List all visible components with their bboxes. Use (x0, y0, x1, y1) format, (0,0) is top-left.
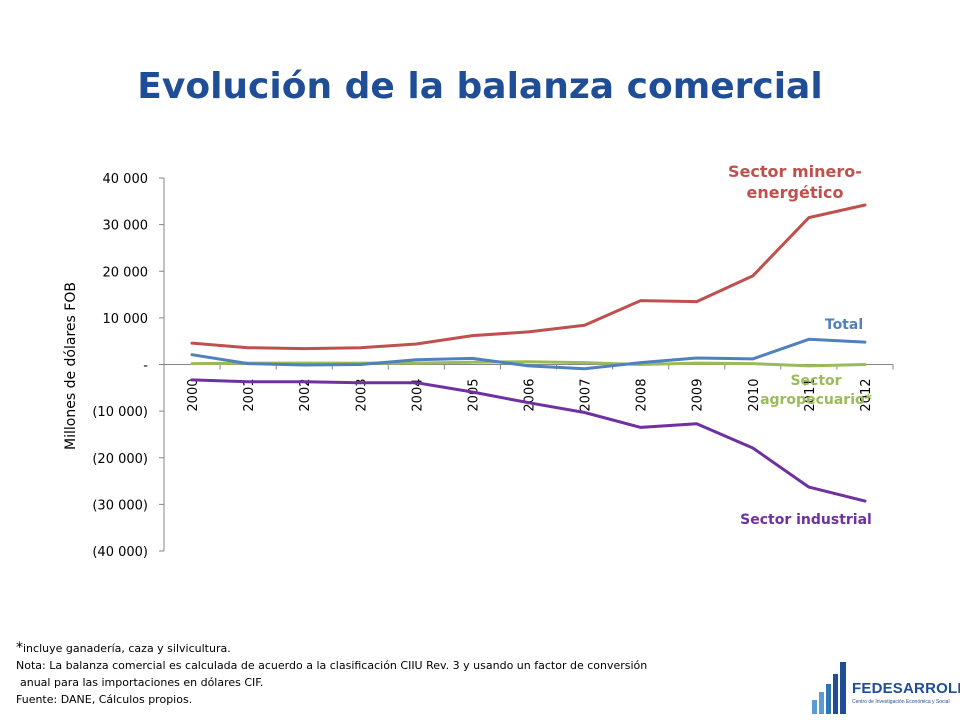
y-tick-label: 40 000 (103, 172, 149, 187)
footnote-note: Nota: La balanza comercial es calculada … (16, 659, 648, 672)
series-line (190, 337, 867, 371)
y-tick-label: 10 000 (103, 312, 149, 327)
series-line (190, 378, 867, 503)
footnote-source: Fuente: DANE, Cálculos propios. (16, 693, 193, 706)
series-label: Total (825, 317, 863, 333)
x-tick-label: 2011 (803, 379, 818, 412)
y-tick-label: - (143, 359, 148, 374)
x-tick-label: 2009 (691, 379, 706, 412)
series-label: Sector agropecuario* (760, 373, 873, 408)
x-tick-label: 2003 (354, 379, 369, 412)
x-tick-label: 2012 (859, 379, 874, 412)
logo-name: FEDESARROLLO (852, 680, 960, 697)
y-tick-labels: 40 000 30 000 20 000 10 000 - (10 000) (20 000… (92, 172, 148, 560)
logo-bars-icon (812, 662, 846, 714)
y-tick-label: 20 000 (103, 265, 149, 280)
x-tick-label: 2006 (523, 379, 538, 412)
page-title: Evolución de la balanza comercial (137, 66, 823, 107)
x-tick-label: 2004 (410, 379, 425, 412)
y-axis-label: Millones de dólares FOB (63, 282, 79, 450)
footnote-agro: *incluye ganadería, caza y silvicultura. (16, 640, 776, 657)
y-tick-label: (40 000) (92, 545, 148, 560)
x-tick-label: 2008 (635, 379, 650, 412)
footnote-agro-text: incluye ganadería, caza y silvicultura. (23, 642, 231, 655)
line-chart: 40 000 30 000 20 000 10 000 - (10 000) (20 000… (63, 162, 894, 560)
x-tick-label: 2000 (186, 379, 201, 412)
x-tick-label: 2007 (579, 379, 594, 412)
y-tick-label: (30 000) (92, 498, 148, 513)
x-tick-label: 2001 (242, 379, 257, 412)
fedesarrollo-logo: FEDESARROLLO Centro de Investigación Eco… (808, 658, 960, 716)
series-labels: Sector minero-energético Total Sector agrop… (728, 162, 873, 528)
series-label: Sector minero-energético (728, 162, 862, 202)
x-tick-labels: 2000 2001 2002 2003 2004 2005 2006 2007 2008 2009… (186, 379, 874, 412)
footnote-star: * (16, 640, 23, 656)
x-tick-label: 2005 (466, 379, 481, 412)
series-line (190, 203, 867, 351)
footnote-note-cont: anual para las importaciones en dólares … (20, 676, 264, 689)
x-tick-label: 2010 (747, 379, 762, 412)
y-tick-label: 30 000 (103, 219, 149, 234)
y-tick-label: (10 000) (92, 405, 148, 420)
footnotes: *incluye ganadería, caza y silvicultura.… (16, 640, 776, 708)
series-line (190, 360, 867, 368)
series-lines (190, 203, 867, 503)
x-tick-label: 2002 (298, 379, 313, 412)
series-label: Sector industrial (740, 512, 872, 528)
logo-subtitle: Centro de Investigación Económica y Soci… (852, 699, 950, 705)
y-tick-label: (20 000) (92, 452, 148, 467)
